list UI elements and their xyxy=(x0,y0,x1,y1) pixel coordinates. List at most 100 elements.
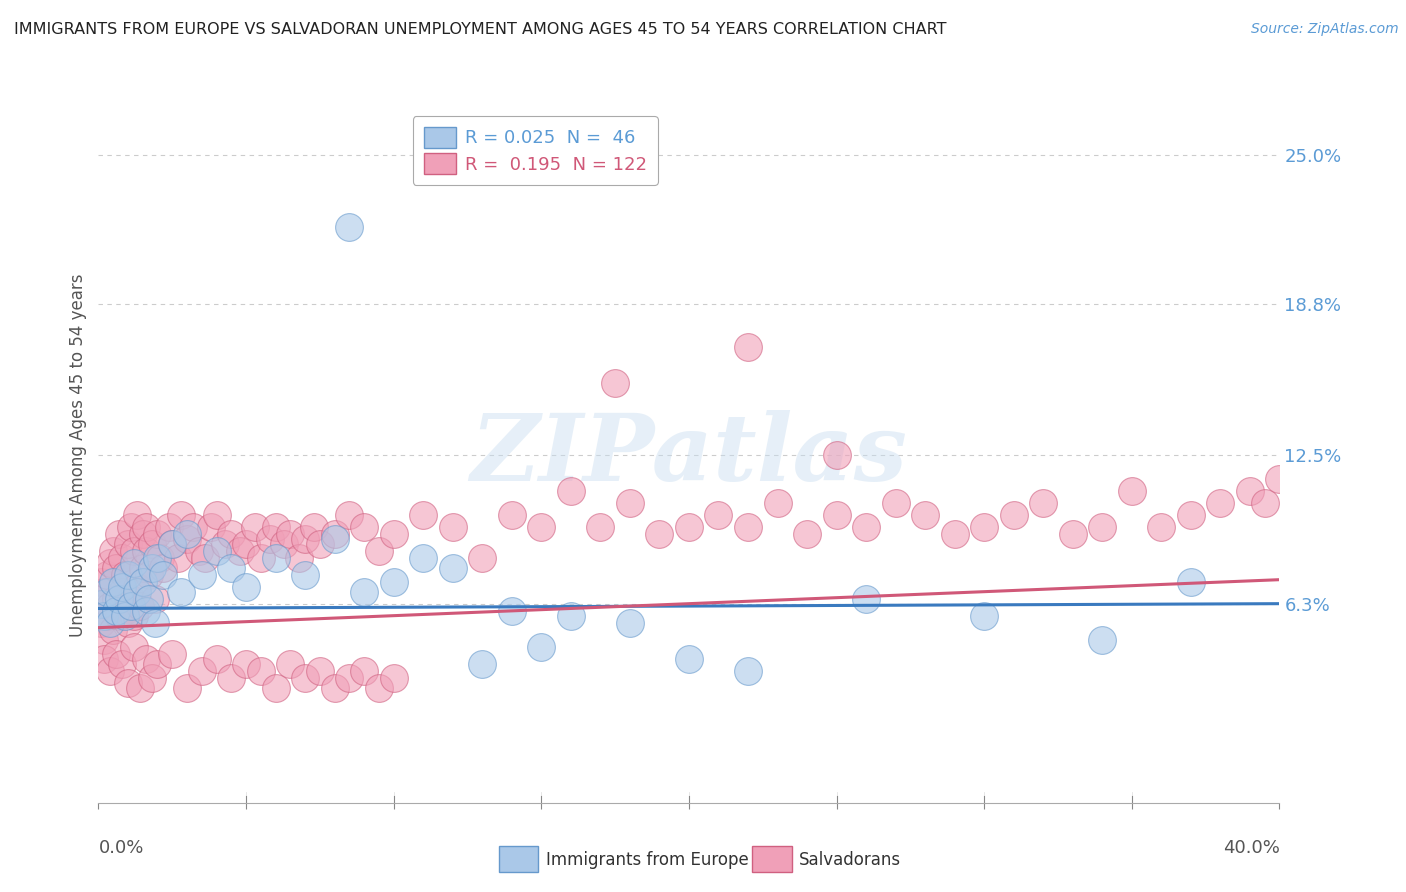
Point xyxy=(187,544,209,558)
Point xyxy=(855,520,877,534)
Point xyxy=(135,652,157,666)
Point xyxy=(412,508,434,522)
Point xyxy=(678,520,700,534)
Point xyxy=(264,551,287,566)
Point xyxy=(103,623,125,637)
Point xyxy=(128,681,150,695)
Point xyxy=(1268,472,1291,486)
Point xyxy=(737,520,759,534)
Point xyxy=(678,652,700,666)
Point xyxy=(114,608,136,623)
Point xyxy=(176,681,198,695)
Point xyxy=(214,537,236,551)
Point xyxy=(825,448,848,462)
Text: IMMIGRANTS FROM EUROPE VS SALVADORAN UNEMPLOYMENT AMONG AGES 45 TO 54 YEARS CORR: IMMIGRANTS FROM EUROPE VS SALVADORAN UNE… xyxy=(14,22,946,37)
Point xyxy=(914,508,936,522)
Point xyxy=(125,584,148,599)
Point xyxy=(796,527,818,541)
Point xyxy=(309,537,332,551)
Point xyxy=(560,483,582,498)
Point xyxy=(205,544,228,558)
Point xyxy=(191,567,214,582)
Point xyxy=(96,584,118,599)
Point xyxy=(560,608,582,623)
Point xyxy=(114,567,136,582)
Point xyxy=(309,664,332,678)
Point xyxy=(501,604,523,618)
Point xyxy=(1180,508,1202,522)
Point xyxy=(96,608,118,623)
Text: 40.0%: 40.0% xyxy=(1223,838,1279,857)
Point xyxy=(205,652,228,666)
Point xyxy=(141,560,163,574)
Point xyxy=(122,640,145,654)
Point xyxy=(353,520,375,534)
Point xyxy=(353,664,375,678)
Point xyxy=(141,671,163,685)
Point xyxy=(114,604,136,618)
Point xyxy=(111,657,134,671)
Legend: R = 0.025  N =  46, R =  0.195  N = 122: R = 0.025 N = 46, R = 0.195 N = 122 xyxy=(413,116,658,185)
Point xyxy=(288,551,311,566)
Point xyxy=(382,575,405,590)
Point xyxy=(855,591,877,606)
Point xyxy=(884,496,907,510)
Point xyxy=(200,520,222,534)
Point xyxy=(93,652,115,666)
Point xyxy=(205,508,228,522)
Point xyxy=(117,537,139,551)
Point xyxy=(120,520,142,534)
Point xyxy=(146,551,169,566)
Point xyxy=(619,496,641,510)
Point xyxy=(973,520,995,534)
Point xyxy=(105,647,128,661)
Point xyxy=(135,604,157,618)
Point xyxy=(105,560,128,574)
Point xyxy=(229,544,252,558)
Point xyxy=(737,340,759,354)
Point xyxy=(93,632,115,647)
Point xyxy=(125,580,148,594)
Point xyxy=(294,532,316,546)
Point xyxy=(143,615,166,630)
Point xyxy=(96,567,118,582)
Point xyxy=(111,580,134,594)
Point xyxy=(337,508,360,522)
Point xyxy=(1239,483,1261,498)
Point xyxy=(973,608,995,623)
Point xyxy=(648,527,671,541)
Point xyxy=(353,584,375,599)
Point xyxy=(181,520,204,534)
Point xyxy=(98,664,121,678)
Point xyxy=(122,556,145,570)
Point xyxy=(108,591,131,606)
Point xyxy=(337,671,360,685)
Point xyxy=(294,671,316,685)
Point xyxy=(135,520,157,534)
Point xyxy=(219,560,242,574)
Point xyxy=(122,608,145,623)
Point xyxy=(530,640,553,654)
Point xyxy=(243,520,266,534)
Point xyxy=(152,560,174,574)
Point xyxy=(103,575,125,590)
Point xyxy=(90,575,112,590)
Point xyxy=(1032,496,1054,510)
Point xyxy=(170,508,193,522)
Point xyxy=(302,520,325,534)
Point xyxy=(162,537,183,551)
Point xyxy=(278,657,302,671)
Point xyxy=(471,551,494,566)
Point xyxy=(1209,496,1232,510)
Point xyxy=(235,657,257,671)
Point xyxy=(382,527,405,541)
Point xyxy=(149,551,172,566)
Point xyxy=(323,532,346,546)
Point xyxy=(146,527,169,541)
Point xyxy=(162,537,183,551)
Point xyxy=(176,532,198,546)
Point xyxy=(943,527,966,541)
Point xyxy=(323,681,346,695)
Text: Immigrants from Europe: Immigrants from Europe xyxy=(546,851,748,869)
Point xyxy=(117,615,139,630)
